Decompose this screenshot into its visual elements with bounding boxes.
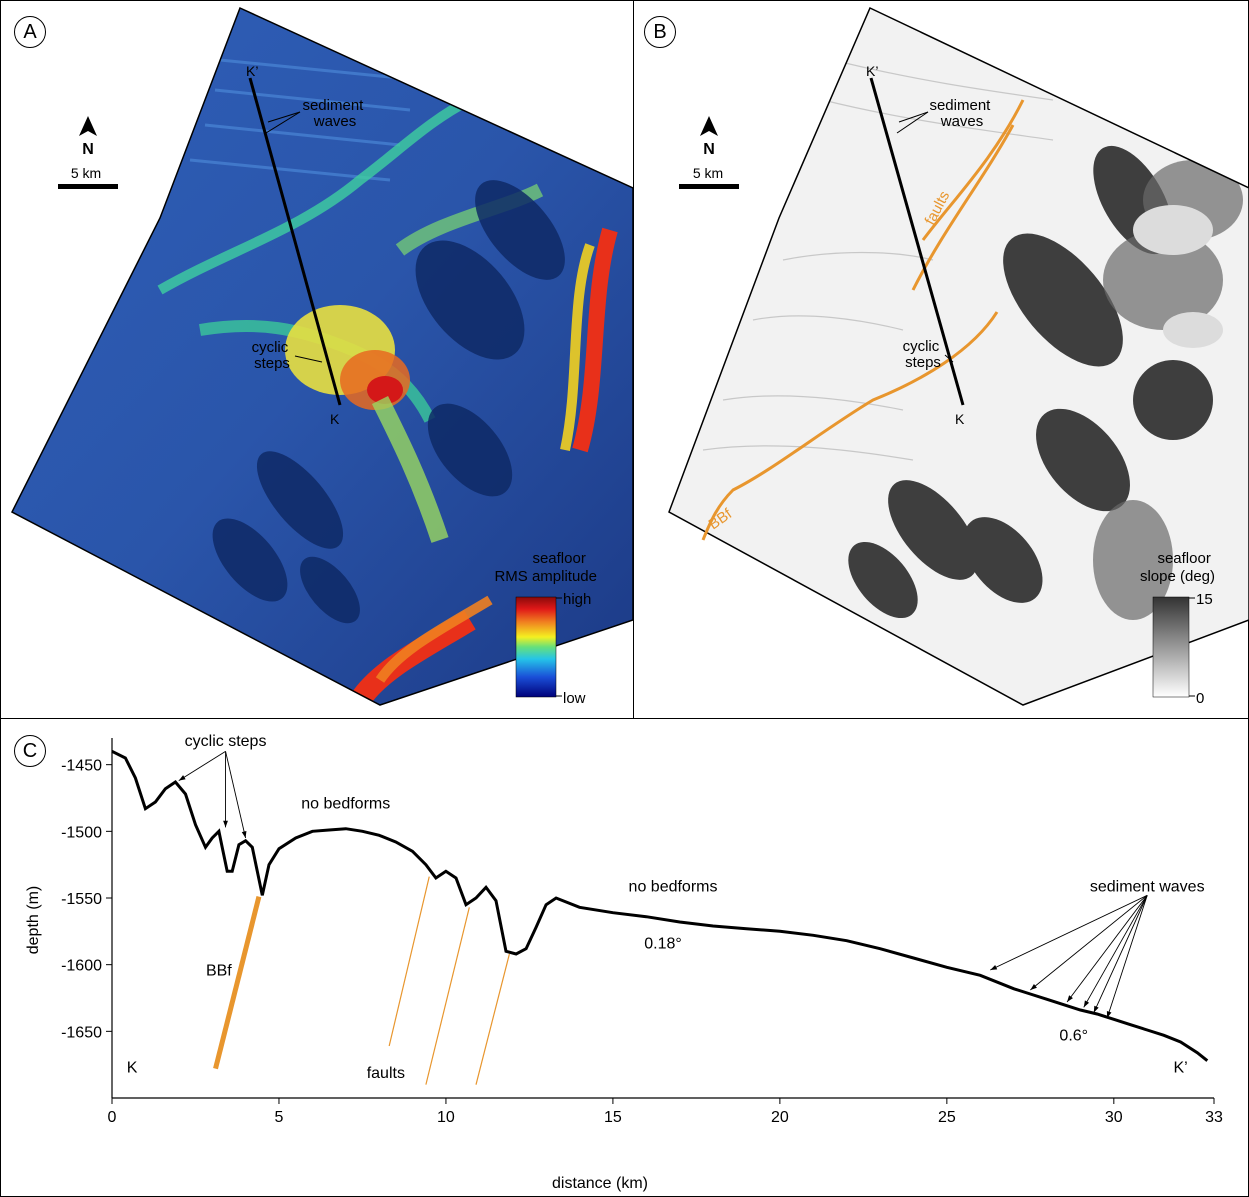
panel-c-letter: C — [14, 735, 46, 767]
slope-map: faults BBf K’ K sediment waves cyclic st… — [668, 6, 1249, 707]
y-axis-label: depth (m) — [25, 886, 42, 954]
annotation-arrow — [1093, 895, 1148, 1013]
arrow-head — [178, 775, 186, 781]
transect-line-b — [869, 77, 965, 406]
arrow-head — [1067, 995, 1073, 1002]
sediment-waves-label-b: sediment waves — [929, 97, 994, 130]
arrow-head — [1083, 1000, 1090, 1008]
rms-color-scale — [515, 596, 557, 698]
north-label-a: N — [82, 141, 94, 158]
annotation-arrow — [1106, 895, 1148, 1019]
slope-min-label: 0 — [1196, 690, 1204, 707]
y-tick-label: -1450 — [61, 758, 102, 775]
slope-max-label: 15 — [1196, 591, 1213, 608]
profile-annotation: no bedforms — [301, 796, 390, 813]
x-tick-label: 15 — [604, 1109, 622, 1126]
x-tick-label: 0 — [108, 1109, 117, 1126]
rms-amplitude-map: K’ K sediment waves cyclic steps N 5 km … — [10, 6, 634, 707]
depth-profile-line — [111, 749, 1209, 1062]
cyclic-steps-label-b: cyclic steps — [903, 338, 944, 371]
panel-b-letter: B — [644, 16, 676, 48]
fault-line — [425, 907, 470, 1085]
annotation-arrow — [1083, 895, 1148, 1008]
profile-annotation: no bedforms — [629, 878, 718, 895]
annotation-arrow — [1066, 895, 1148, 1003]
annotation-arrow — [178, 750, 226, 782]
bbf-fault-line — [213, 896, 262, 1070]
arrow-head — [223, 820, 228, 828]
sediment-waves-label-a: sediment waves — [302, 97, 367, 130]
rms-legend-title: seafloor RMS amplitude — [494, 550, 597, 585]
transect-start-label-b: K — [955, 411, 965, 427]
x-tick-label: 30 — [1105, 1109, 1123, 1126]
transect-start-label-a: K — [330, 411, 340, 427]
profile-arrows — [178, 750, 1148, 1019]
profile-annotation: faults — [367, 1065, 405, 1082]
slope-legend-title: seafloor slope (deg) — [1140, 550, 1215, 585]
scale-bar-b — [679, 184, 739, 189]
transect-line-a — [248, 77, 342, 406]
annotation-arrow — [990, 894, 1148, 971]
profile-annotation: cyclic steps — [185, 733, 267, 750]
transect-end-label-b: K’ — [866, 63, 878, 79]
profile-annotation: K’ — [1173, 1060, 1187, 1077]
annotation-arrow — [225, 751, 247, 839]
x-tick-label: 20 — [771, 1109, 789, 1126]
x-tick-label: 10 — [437, 1109, 455, 1126]
transect-end-label-a: K’ — [246, 63, 258, 79]
fault-line — [388, 876, 430, 1047]
x-tick-label: 33 — [1205, 1109, 1223, 1126]
y-tick-label: -1550 — [61, 891, 102, 908]
profile-annotation: 0.6° — [1059, 1028, 1088, 1045]
fault-line — [475, 953, 510, 1085]
slope-gray-scale — [1152, 596, 1190, 698]
bbf-fault-trace — [701, 311, 999, 541]
rms-high-label: high — [563, 591, 591, 608]
annotation-arrow — [1030, 894, 1148, 991]
scale-label-b: 5 km — [693, 165, 723, 181]
profile-annotation: 0.18° — [644, 936, 682, 953]
x-tick-label: 5 — [275, 1109, 284, 1126]
y-tick-label: -1650 — [61, 1024, 102, 1041]
y-tick-label: -1500 — [61, 824, 102, 841]
profile-annotation: BBf — [206, 962, 232, 979]
arrow-head — [990, 965, 998, 970]
fault-trace-1 — [921, 99, 1025, 241]
rms-low-label: low — [563, 690, 586, 707]
north-arrow-icon — [79, 116, 97, 136]
depth-profile-chart: 0 5 10 15 20 25 30 33-1450-1500-1550-1600-1650 … — [25, 733, 1223, 1192]
x-tick-label: 25 — [938, 1109, 956, 1126]
x-axis-label: distance (km) — [552, 1175, 648, 1192]
profile-annotations: cyclic steps no bedforms no bedforms 0.18° s… — [127, 733, 1205, 1082]
profile-axes: 0 5 10 15 20 25 30 33 -1450 -1500 -1550 -1600 -1650 — [61, 738, 1223, 1126]
panel-a-letter: A — [14, 16, 46, 48]
arrow-head — [1030, 983, 1037, 990]
profile-faults — [213, 876, 510, 1085]
arrow-head — [1093, 1005, 1099, 1013]
north-arrow-icon — [700, 116, 718, 136]
north-label-b: N — [703, 141, 715, 158]
scale-bar-a — [58, 184, 118, 189]
profile-annotation: K — [127, 1060, 138, 1077]
profile-annotation: sediment waves — [1090, 878, 1205, 895]
scale-label-a: 5 km — [71, 165, 101, 181]
y-tick-label: -1600 — [61, 958, 102, 975]
arrow-head — [241, 831, 247, 838]
cyclic-steps-label-a: cyclic steps — [252, 339, 293, 372]
